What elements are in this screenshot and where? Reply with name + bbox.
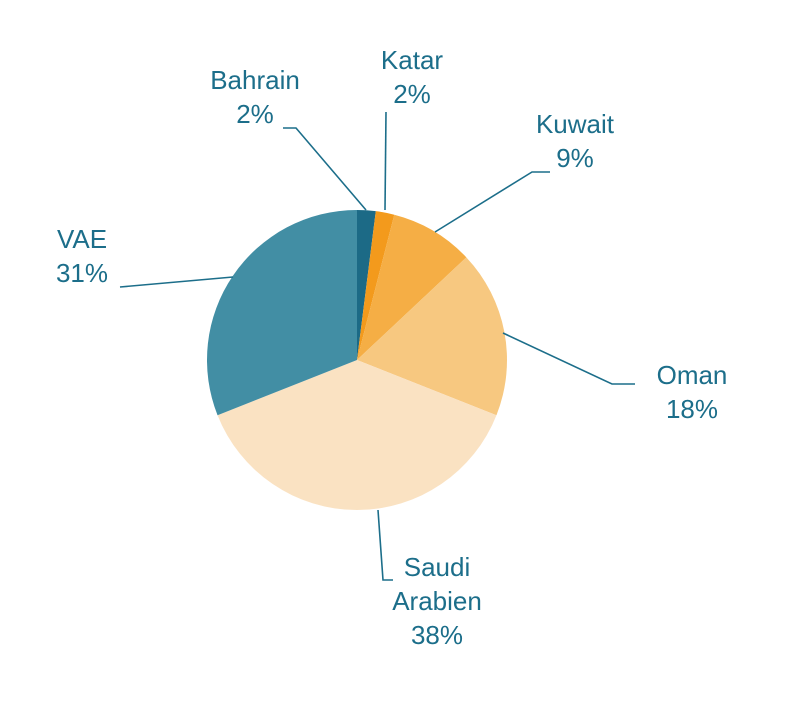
- category-label: Oman: [656, 360, 728, 390]
- pie-slice: [357, 210, 376, 360]
- data-label: Katar 2%: [337, 43, 487, 111]
- value-label: 18%: [665, 394, 719, 424]
- category-label: Kuwait: [535, 109, 615, 139]
- leader-line: [434, 171, 550, 233]
- value-label: 2%: [236, 99, 274, 129]
- pie-slice: [217, 360, 497, 510]
- leader-line: [502, 332, 635, 385]
- data-label: Oman 18%: [617, 358, 767, 426]
- leader-line: [283, 127, 367, 211]
- leader-line: [119, 276, 234, 288]
- pie-slice: [357, 257, 507, 416]
- value-label: 38%: [410, 620, 464, 650]
- data-label: Bahrain 2%: [180, 63, 330, 131]
- data-label: Kuwait 9%: [500, 107, 650, 175]
- data-label: VAE 31%: [7, 222, 157, 290]
- value-label: 2%: [393, 79, 431, 109]
- category-label: VAE: [56, 224, 108, 254]
- value-label: 9%: [556, 143, 594, 173]
- category-label: Bahrain: [210, 65, 300, 95]
- data-label: Saudi Arabien 38%: [382, 550, 492, 652]
- pie-slice: [206, 210, 357, 416]
- pie-slice: [357, 214, 467, 360]
- category-label: Saudi Arabien: [392, 552, 482, 616]
- leader-line: [377, 509, 393, 581]
- pie-slice: [357, 211, 395, 360]
- leader-line: [384, 111, 387, 211]
- value-label: 31%: [55, 258, 109, 288]
- category-label: Katar: [380, 45, 444, 75]
